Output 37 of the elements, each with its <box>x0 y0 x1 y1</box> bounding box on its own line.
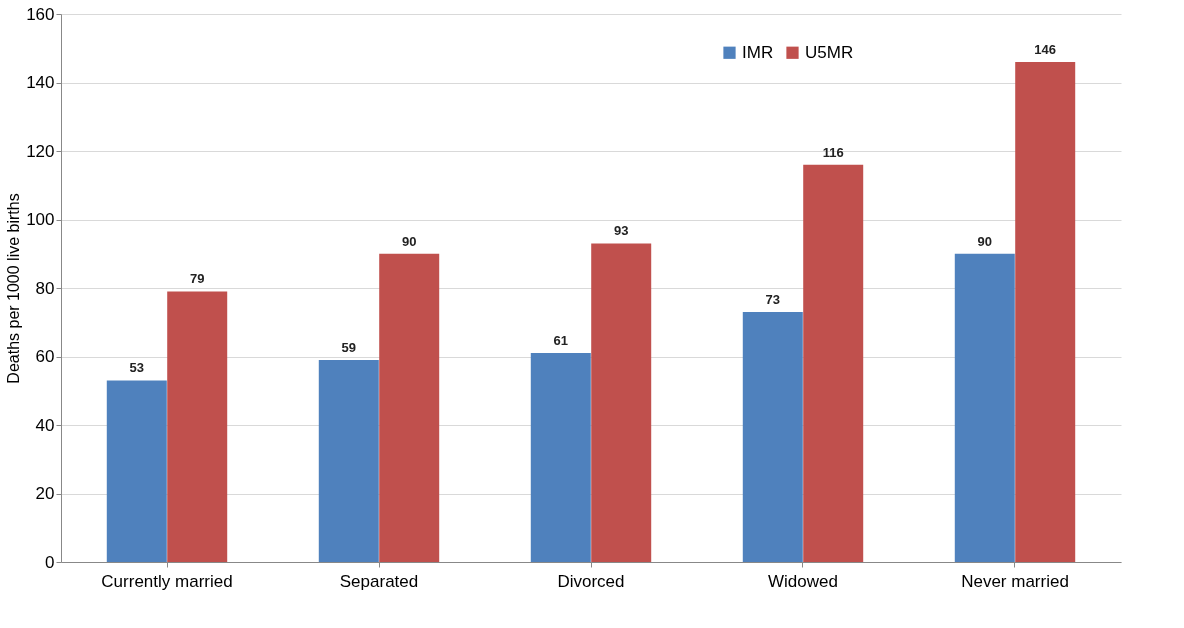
y-tick-label: 120 <box>26 141 55 161</box>
data-label: 79 <box>189 271 205 287</box>
y-tick-label: 140 <box>26 73 55 92</box>
data-label: 61 <box>553 333 569 349</box>
y-tick-label: 0 <box>45 552 55 572</box>
y-axis-title: Deaths per 1000 live births <box>5 193 23 384</box>
data-label: 116 <box>822 144 844 160</box>
bar <box>379 253 440 562</box>
x-tick-label: Divorced <box>557 571 625 591</box>
x-tick-label: Separated <box>339 571 419 591</box>
x-tick-label: Never married <box>961 571 1069 591</box>
y-tick-label: 20 <box>35 484 55 503</box>
data-label: 90 <box>401 233 417 249</box>
y-tick-label: 40 <box>35 415 55 435</box>
bar <box>954 253 1015 562</box>
bar <box>591 243 652 562</box>
data-label: 93 <box>613 223 629 239</box>
data-label: 59 <box>341 339 357 355</box>
y-tick-label: 160 <box>26 4 55 24</box>
x-tick-label: Widowed <box>768 571 838 591</box>
bar <box>803 164 864 562</box>
bar <box>1015 61 1076 562</box>
data-label: 146 <box>1034 41 1057 57</box>
bar <box>318 359 379 562</box>
bar <box>530 353 591 562</box>
bar <box>742 311 803 562</box>
legend-label: U5MR <box>805 42 854 62</box>
y-tick-label: 80 <box>35 278 55 298</box>
legend-label: IMR <box>742 42 774 62</box>
bar <box>106 380 167 562</box>
bar <box>167 291 228 562</box>
x-tick-label: Currently married <box>101 571 233 591</box>
y-tick-label: 100 <box>26 210 55 229</box>
data-label: 73 <box>765 291 781 307</box>
data-label: 90 <box>977 233 993 249</box>
y-tick-label: 60 <box>35 347 55 366</box>
data-label: 53 <box>129 360 145 376</box>
